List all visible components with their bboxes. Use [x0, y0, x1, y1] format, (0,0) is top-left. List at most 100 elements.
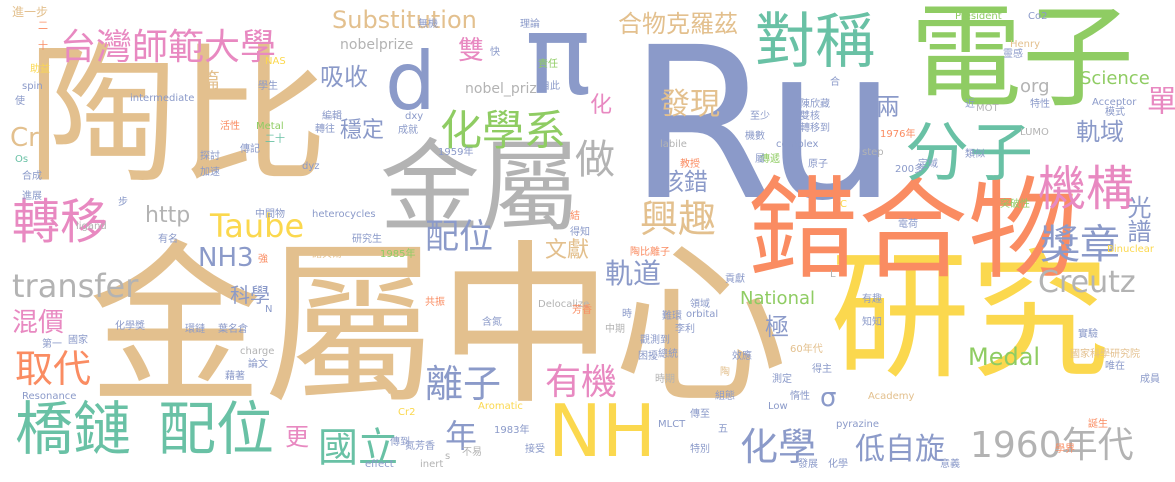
word: 二 [38, 21, 48, 32]
word: 氮芳香 [405, 441, 435, 452]
word: 合成 [22, 171, 42, 182]
word: 含氮 [482, 317, 502, 328]
word: Os [15, 154, 29, 165]
word: 藉著 [225, 371, 245, 382]
word: 國家 [68, 335, 88, 346]
word: 意義 [940, 459, 960, 470]
word: 核錯 [660, 168, 708, 196]
word: d [385, 35, 436, 128]
word: 光譜 [1123, 195, 1151, 243]
word: Ru [628, 2, 898, 247]
word: 有機 [545, 362, 618, 403]
word: 國立 [318, 425, 398, 471]
word: 1983年 [494, 425, 530, 436]
word: 穩定 [340, 118, 385, 143]
word: 軌域 [1076, 118, 1124, 146]
word: 分子 [905, 117, 1033, 191]
word: 陶比離子 [630, 247, 670, 258]
word: orbital [686, 309, 719, 320]
word: spin [22, 81, 43, 92]
word: 機數 [745, 131, 765, 142]
word: inert [420, 459, 444, 470]
word: 進一步 [12, 5, 49, 19]
word: 1976年 [880, 129, 916, 140]
word: 配位 [425, 217, 493, 257]
word: pyrazine [836, 419, 880, 430]
word: 電子 [910, 0, 1134, 123]
word: 芳香 [572, 305, 592, 316]
word: Henry [1010, 39, 1041, 50]
word: 第一 [42, 339, 62, 350]
word: 混價 [12, 308, 65, 338]
word: 吸收 [320, 63, 368, 91]
word: N [265, 304, 273, 315]
word: 化學系 [440, 106, 567, 155]
word: 興趣 [640, 197, 717, 241]
word: 學界 [1055, 444, 1075, 455]
word: 傳遞 [760, 154, 780, 165]
word: National [740, 288, 816, 309]
word: 陶比 [28, 30, 329, 204]
word: 結 [570, 211, 580, 222]
word: 研究生 [352, 234, 382, 245]
word: NAS [265, 56, 286, 67]
word: 測定 [772, 374, 792, 385]
word: 近 [965, 99, 975, 110]
word: 環鏈 [185, 324, 205, 335]
word: 惰性 [790, 391, 810, 402]
word: step [862, 147, 884, 158]
word: 文獻 [545, 238, 590, 263]
word: 低自旋 [855, 432, 945, 467]
word: 合物克羅茲 [618, 10, 738, 38]
word: NH3 [198, 243, 254, 273]
word: 教授 [680, 159, 700, 170]
word: 不易 [462, 447, 482, 458]
word: 時 [622, 309, 632, 320]
word: 陳欣藏 [800, 99, 830, 110]
word: 中期 [605, 324, 625, 335]
word: 實驗 [1078, 329, 1098, 340]
word: 誕生 [1088, 419, 1108, 430]
word: intermediate [130, 93, 195, 104]
word: 知知 [862, 317, 882, 328]
word: 二十 [265, 134, 285, 145]
word: 研究 [830, 236, 1111, 399]
word: 成就 [398, 125, 418, 136]
word: Low [768, 401, 788, 412]
word: 橋鏈 [15, 395, 132, 463]
word: 得知 [570, 227, 590, 238]
word: 類似 [965, 149, 985, 160]
word: 時期 [655, 374, 675, 385]
word: Taube [210, 207, 305, 245]
word: LUMO [1020, 127, 1049, 138]
word: Binuclear [1107, 244, 1154, 255]
word: 傳到 [390, 437, 410, 448]
word: 金屬中心 [88, 226, 788, 429]
word: 唯在 [1105, 361, 1125, 372]
word: 化學 [740, 425, 817, 469]
word: Academy [868, 391, 915, 402]
word: 李利 [675, 324, 695, 335]
word: π [525, 0, 592, 119]
word: 做 [575, 137, 615, 183]
word: Cr [10, 123, 39, 153]
word: transfer [12, 267, 139, 305]
word: 國家科學研究院 [1070, 349, 1140, 360]
word: 定域 [918, 159, 938, 170]
word: 機構 [1038, 161, 1135, 217]
word: 配位 [158, 395, 275, 463]
word: 對稱 [755, 7, 875, 77]
word: 理論 [520, 19, 540, 30]
word: Medal [968, 343, 1041, 371]
word: 錯合物 [748, 166, 1078, 294]
word: 單 [1141, 85, 1175, 115]
word: labile [660, 139, 687, 150]
word: 效應 [732, 351, 752, 362]
word: Cr2 [398, 407, 416, 418]
word: 電荷 [898, 219, 918, 230]
word: 成員 [1140, 374, 1160, 385]
word: heterocycles [312, 209, 376, 220]
word: dyz [302, 161, 320, 172]
word: 學生 [258, 81, 278, 92]
